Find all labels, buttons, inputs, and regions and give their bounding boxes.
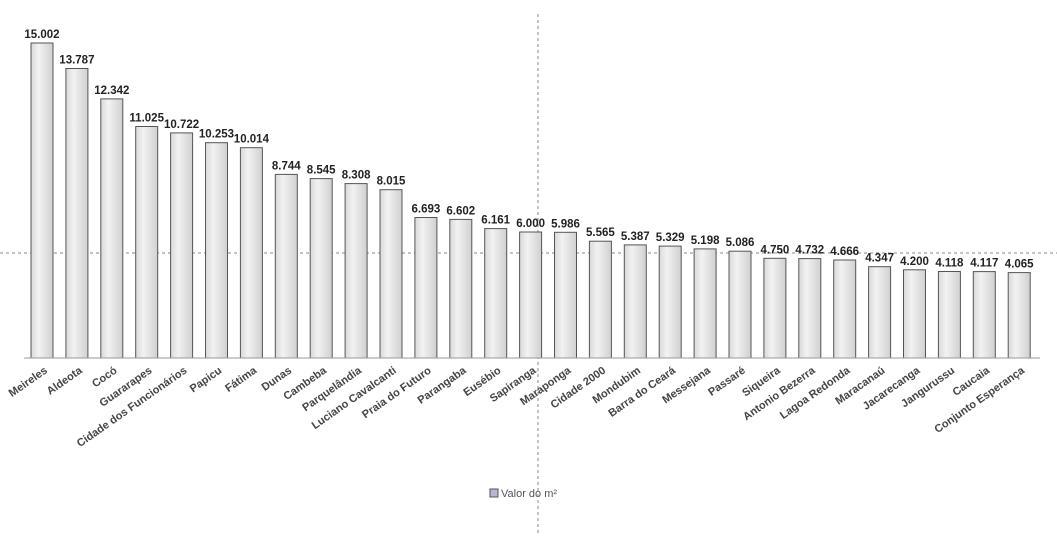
bar-8	[309, 178, 333, 359]
bar-18	[658, 245, 682, 359]
value-label-3: 11.025	[129, 113, 164, 125]
value-label-17: 5.387	[621, 231, 650, 243]
value-label-12: 6.602	[446, 205, 475, 217]
bar-22	[798, 258, 822, 359]
legend: Valor do m²	[489, 488, 557, 500]
value-label-10: 8.015	[377, 176, 406, 188]
category-label-0: Meireles	[7, 365, 50, 400]
bar-11	[414, 217, 438, 359]
value-label-15: 5.986	[551, 218, 580, 230]
value-label-4: 10.722	[164, 119, 199, 131]
bar-17	[623, 244, 647, 359]
value-label-25: 4.200	[900, 256, 929, 268]
bar-0	[30, 42, 54, 359]
category-label-5: Papicu	[188, 365, 224, 396]
bar-12	[449, 218, 473, 359]
bar-26	[937, 271, 961, 359]
value-label-19: 5.198	[691, 235, 720, 247]
value-label-24: 4.347	[865, 253, 894, 265]
bar-24	[868, 266, 892, 359]
value-label-21: 4.750	[761, 244, 790, 256]
category-label-20: Passaré	[706, 365, 747, 399]
bar-10	[379, 189, 403, 359]
value-label-22: 4.732	[795, 245, 824, 257]
category-label-6: Fátima	[223, 364, 260, 395]
bar-3	[135, 126, 159, 359]
value-label-20: 5.086	[726, 237, 755, 249]
legend-label: Valor do m²	[501, 488, 557, 500]
bar-28	[1007, 272, 1031, 359]
value-label-6: 10.014	[234, 134, 270, 146]
bar-4	[170, 132, 194, 359]
value-label-0: 15.002	[24, 29, 59, 41]
bar-19	[693, 248, 717, 359]
category-label-1: Aldeota	[45, 364, 86, 397]
value-label-14: 6.000	[516, 218, 545, 230]
value-label-7: 8.744	[272, 160, 301, 172]
value-label-13: 6.161	[481, 215, 510, 227]
value-label-26: 4.118	[935, 258, 964, 270]
bar-20	[728, 250, 752, 359]
value-label-16: 5.565	[586, 227, 615, 239]
bar-27	[972, 271, 996, 359]
bar-23	[833, 259, 857, 359]
bar-13	[484, 228, 508, 359]
value-label-18: 5.329	[656, 232, 685, 244]
value-label-28: 4.065	[1005, 259, 1034, 271]
value-label-11: 6.693	[412, 204, 441, 216]
legend-swatch	[489, 488, 499, 498]
bar-15	[554, 231, 577, 359]
bars-group	[30, 42, 1031, 359]
bar-14	[519, 231, 543, 359]
bar-2	[100, 98, 124, 359]
bar-1	[65, 68, 89, 359]
bar-6	[239, 147, 263, 359]
bar-9	[344, 183, 368, 359]
value-label-9: 8.308	[342, 170, 371, 182]
value-label-1: 13.787	[59, 55, 94, 67]
bar-21	[763, 257, 787, 359]
value-label-8: 8.545	[307, 165, 336, 177]
bar-7	[274, 173, 298, 359]
value-label-23: 4.666	[830, 246, 859, 258]
bar-16	[588, 240, 612, 359]
value-label-27: 4.117	[970, 258, 998, 270]
value-label-2: 12.342	[94, 85, 129, 97]
bar-25	[903, 269, 926, 359]
value-label-5: 10.253	[199, 129, 234, 141]
bar-5	[205, 142, 228, 359]
